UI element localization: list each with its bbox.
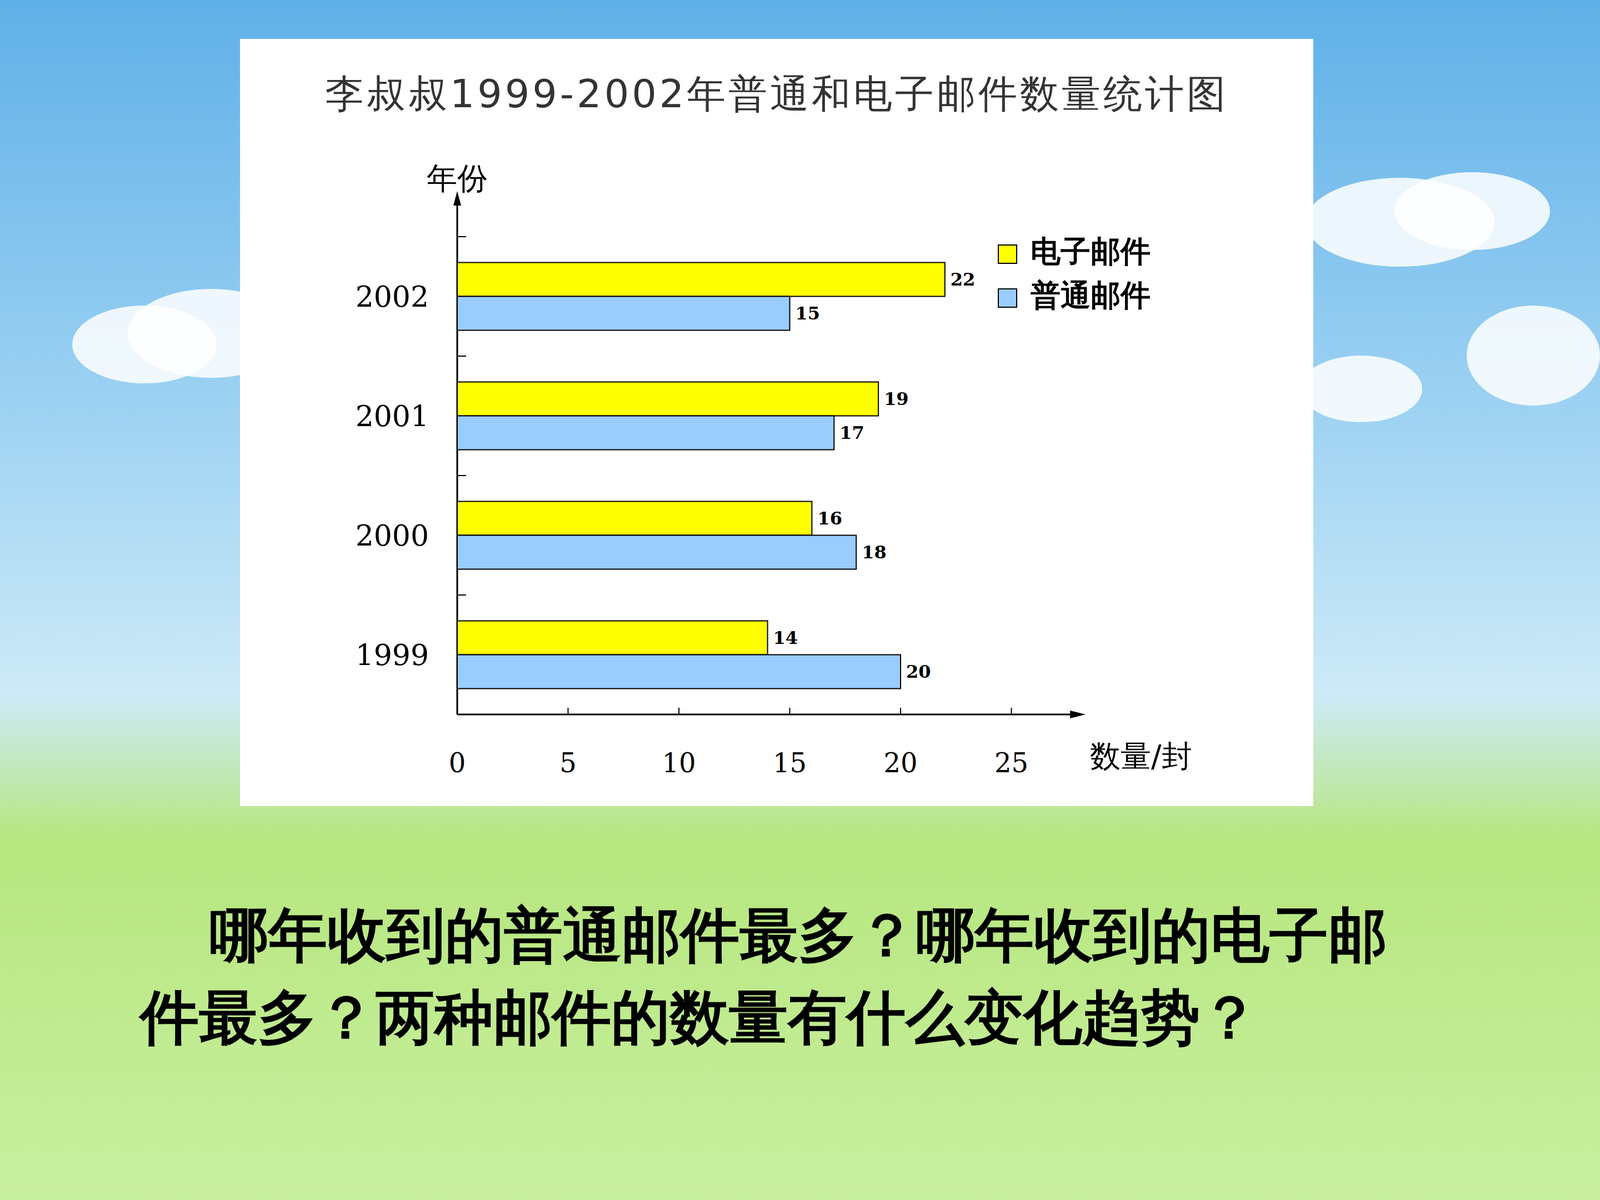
- y-tick-label: 2001: [355, 399, 429, 433]
- data-label: 16: [817, 507, 843, 529]
- x-tick: [900, 707, 902, 715]
- x-tick-label: 20: [883, 747, 918, 779]
- cloud: [1466, 305, 1600, 406]
- x-tick: [1011, 707, 1013, 715]
- x-tick-label: 15: [772, 747, 807, 779]
- x-tick-label: 5: [559, 747, 577, 779]
- legend-swatch: [998, 245, 1017, 264]
- chart-panel: [240, 38, 1314, 807]
- x-tick-label: 25: [994, 747, 1029, 779]
- bar: [457, 501, 812, 536]
- x-axis-arrow: [1070, 710, 1086, 719]
- y-tick-label: 2000: [355, 518, 429, 553]
- legend-label: 普通邮件: [1030, 277, 1151, 313]
- category-tick: [457, 236, 467, 238]
- data-label: 22: [950, 268, 976, 290]
- bar: [457, 382, 879, 417]
- y-tick-label: 2002: [355, 280, 429, 314]
- bar: [457, 296, 790, 331]
- legend-label: 电子邮件: [1030, 233, 1151, 269]
- category-tick: [457, 475, 467, 477]
- legend-swatch: [998, 288, 1017, 308]
- data-label: 17: [839, 422, 865, 444]
- bar: [457, 621, 768, 655]
- data-label: 20: [906, 661, 932, 683]
- x-tick: [456, 707, 458, 715]
- chart-title: 李叔叔1999-2002年普通和电子邮件数量统计图: [325, 71, 1229, 117]
- x-axis-title: 数量/封: [1090, 738, 1193, 774]
- y-axis-title: 年份: [426, 160, 488, 197]
- bars: [457, 262, 945, 689]
- data-label: 19: [883, 388, 909, 410]
- y-tick-label: 1999: [355, 638, 429, 672]
- data-label: 14: [773, 627, 799, 649]
- x-tick: [567, 707, 569, 715]
- x-tick-label: 10: [661, 747, 696, 779]
- data-label: 18: [861, 541, 887, 563]
- question-text: 哪年收到的普通邮件最多？哪年收到的电子邮件最多？两种邮件的数量有什么变化趋势？: [140, 894, 1396, 1059]
- x-tick-label: 0: [448, 747, 467, 779]
- x-axis: [457, 713, 1078, 716]
- bar: [457, 655, 901, 689]
- x-tick: [678, 707, 680, 715]
- category-tick: [457, 594, 467, 596]
- bar: [457, 416, 834, 450]
- bar: [457, 535, 857, 570]
- category-tick: [457, 355, 467, 357]
- bar: [457, 262, 945, 297]
- cloud: [1394, 172, 1550, 250]
- x-tick: [789, 707, 791, 715]
- cloud: [1300, 355, 1423, 423]
- data-label: 15: [795, 302, 821, 324]
